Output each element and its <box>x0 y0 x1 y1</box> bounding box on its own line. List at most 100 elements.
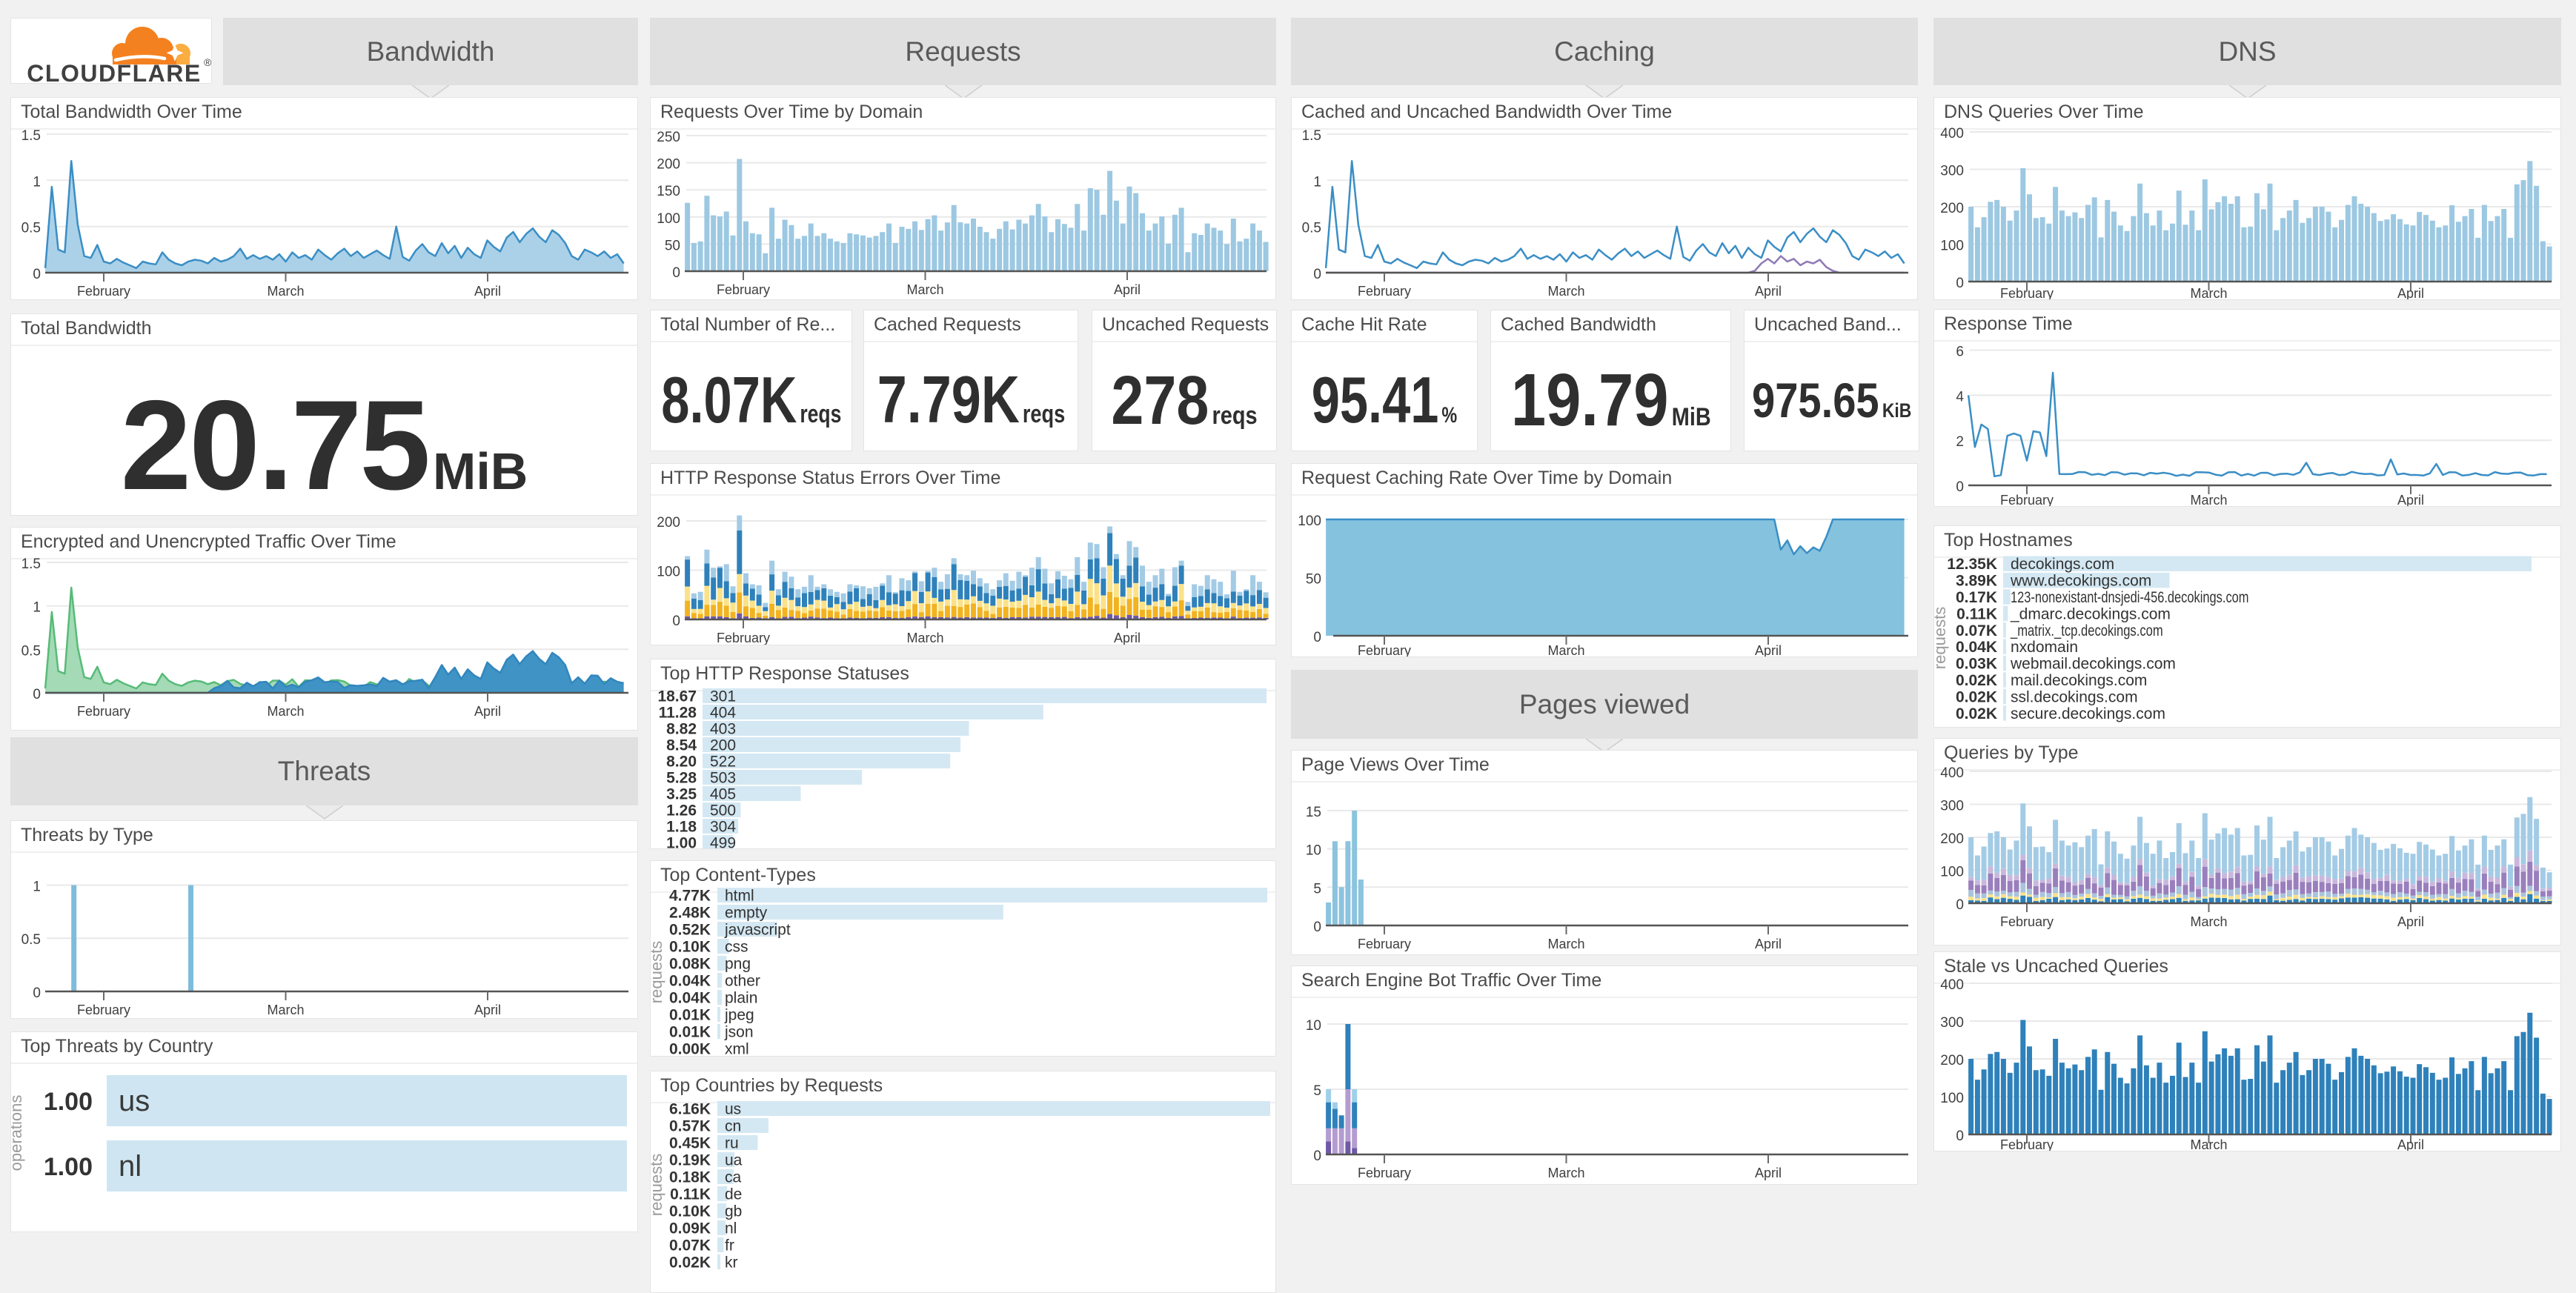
svg-text:April: April <box>1114 282 1141 297</box>
svg-text:_matrix._tcp.decokings.com: _matrix._tcp.decokings.com <box>2010 622 2162 639</box>
svg-text:March: March <box>2190 493 2227 507</box>
svg-text:503: 503 <box>710 770 736 787</box>
svg-text:kr: kr <box>725 1254 738 1272</box>
svg-text:0: 0 <box>33 985 41 1001</box>
svg-text:April: April <box>474 704 501 719</box>
svg-text:0.5: 0.5 <box>21 643 41 659</box>
svg-text:1: 1 <box>33 600 41 616</box>
svg-text:nl: nl <box>725 1220 737 1237</box>
svg-text:0.01K: 0.01K <box>669 1024 711 1041</box>
svg-text:400: 400 <box>1940 765 1964 781</box>
svg-text:cn: cn <box>725 1118 741 1135</box>
svg-text:February: February <box>1358 643 1411 657</box>
svg-text:February: February <box>717 631 770 645</box>
svg-text:March: March <box>1547 1166 1584 1180</box>
svg-text:operations: operations <box>11 1095 25 1171</box>
svg-text:200: 200 <box>657 515 680 531</box>
svg-text:5.28: 5.28 <box>666 770 697 787</box>
svg-text:5: 5 <box>1313 1083 1321 1099</box>
svg-text:February: February <box>1358 284 1411 299</box>
svg-text:February: February <box>1358 1166 1411 1180</box>
svg-text:2: 2 <box>1956 434 1964 450</box>
svg-text:April: April <box>1755 643 1782 657</box>
svg-text:February: February <box>2000 493 2054 507</box>
svg-text:100: 100 <box>1940 239 1964 254</box>
svg-text:0.07K: 0.07K <box>669 1237 711 1254</box>
svg-text:0.04K: 0.04K <box>1956 639 1997 656</box>
svg-text:1.5: 1.5 <box>21 556 41 572</box>
svg-text:March: March <box>267 1003 304 1017</box>
svg-text:March: March <box>2190 286 2227 300</box>
svg-text:0.18K: 0.18K <box>669 1169 711 1186</box>
svg-text:requests: requests <box>1934 607 1949 669</box>
svg-text:February: February <box>2000 286 2054 300</box>
svg-text:15: 15 <box>1306 805 1321 820</box>
svg-text:0.10K: 0.10K <box>669 1203 711 1220</box>
svg-text:April: April <box>1755 1166 1782 1180</box>
svg-text:April: April <box>1755 284 1782 299</box>
svg-text:0.52K: 0.52K <box>669 922 711 939</box>
svg-text:0.09K: 0.09K <box>669 1220 711 1237</box>
svg-text:4.77K: 4.77K <box>669 888 711 905</box>
svg-text:February: February <box>1358 937 1411 951</box>
svg-text:us: us <box>725 1101 741 1118</box>
svg-text:5: 5 <box>1313 881 1321 897</box>
svg-text:April: April <box>2397 914 2424 929</box>
svg-text:1.5: 1.5 <box>1302 128 1321 144</box>
svg-text:1.00: 1.00 <box>44 1088 93 1116</box>
svg-text:10: 10 <box>1306 1018 1321 1034</box>
svg-text:300: 300 <box>1940 799 1964 814</box>
svg-text:1.26: 1.26 <box>666 802 697 820</box>
svg-text:0: 0 <box>1956 1129 1964 1144</box>
svg-text:0.5: 0.5 <box>21 221 41 236</box>
svg-text:301: 301 <box>710 688 736 705</box>
svg-text:400: 400 <box>1940 126 1964 142</box>
svg-text:123-nonexistant-dnsjedi-456.de: 123-nonexistant-dnsjedi-456.decokings.co… <box>2011 589 2249 606</box>
svg-text:100: 100 <box>1940 1091 1964 1106</box>
svg-text:100: 100 <box>1940 865 1964 880</box>
svg-text:150: 150 <box>657 184 680 199</box>
svg-text:1: 1 <box>33 174 41 190</box>
svg-text:12.35K: 12.35K <box>1947 556 1997 573</box>
svg-text:xml: xml <box>725 1041 749 1057</box>
svg-text:0.04K: 0.04K <box>669 990 711 1007</box>
svg-text:3.89K: 3.89K <box>1956 573 1997 590</box>
svg-text:300: 300 <box>1940 1015 1964 1031</box>
svg-text:March: March <box>906 282 943 297</box>
svg-text:300: 300 <box>1940 164 1964 179</box>
svg-text:404: 404 <box>710 705 736 722</box>
svg-text:0.57K: 0.57K <box>669 1118 711 1135</box>
svg-text:405: 405 <box>710 786 736 803</box>
svg-text:_dmarc.decokings.com: _dmarc.decokings.com <box>2010 605 2171 622</box>
svg-text:0: 0 <box>1956 897 1964 913</box>
svg-text:0.02K: 0.02K <box>1956 688 1997 705</box>
svg-text:50: 50 <box>665 238 680 253</box>
svg-text:3.25: 3.25 <box>666 786 697 803</box>
svg-text:0: 0 <box>672 614 680 629</box>
svg-text:100: 100 <box>657 565 680 580</box>
svg-text:200: 200 <box>1940 831 1964 847</box>
svg-text:February: February <box>2000 1137 2054 1151</box>
svg-text:0.11K: 0.11K <box>1956 605 1997 622</box>
svg-text:April: April <box>474 1003 501 1017</box>
svg-text:javascript: javascript <box>724 922 791 939</box>
svg-text:json: json <box>724 1024 754 1041</box>
svg-text:100: 100 <box>1298 513 1321 529</box>
svg-text:0: 0 <box>1313 1149 1321 1164</box>
svg-text:March: March <box>2190 1137 2227 1151</box>
svg-text:0.08K: 0.08K <box>669 956 711 973</box>
svg-text:April: April <box>1755 937 1782 951</box>
svg-text:0.5: 0.5 <box>21 932 41 948</box>
svg-text:www.decokings.com: www.decokings.com <box>2010 573 2151 590</box>
svg-text:March: March <box>1547 937 1584 951</box>
svg-text:0: 0 <box>1313 920 1321 935</box>
svg-text:html: html <box>725 888 754 905</box>
svg-text:0.10K: 0.10K <box>669 939 711 956</box>
svg-text:0.17K: 0.17K <box>1956 589 1997 606</box>
svg-text:200: 200 <box>1940 201 1964 216</box>
svg-text:February: February <box>77 704 130 719</box>
svg-text:0.01K: 0.01K <box>669 1007 711 1024</box>
svg-text:1.00: 1.00 <box>666 835 697 850</box>
svg-text:®: ® <box>204 56 212 68</box>
svg-text:css: css <box>725 939 748 956</box>
